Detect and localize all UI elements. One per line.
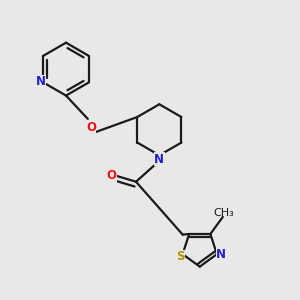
Text: N: N — [216, 248, 226, 261]
Text: S: S — [176, 250, 184, 263]
Text: N: N — [36, 75, 46, 88]
Text: N: N — [154, 152, 164, 166]
Text: O: O — [107, 169, 117, 182]
Text: O: O — [86, 121, 96, 134]
Text: CH₃: CH₃ — [213, 208, 234, 218]
